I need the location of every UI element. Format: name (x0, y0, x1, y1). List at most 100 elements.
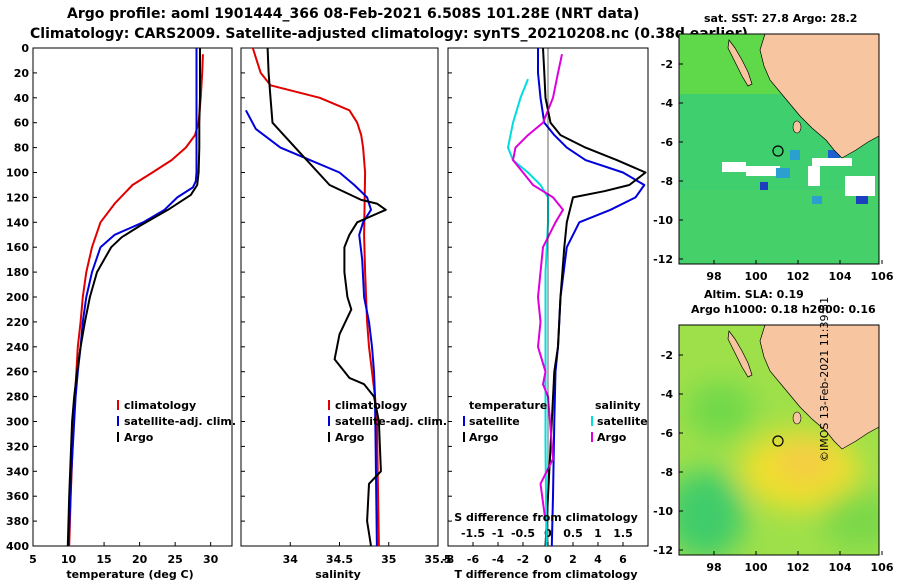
map-y-tick-label: -10 (653, 505, 673, 518)
depth-tick-label: 160 (6, 241, 29, 254)
depth-tick-label: 240 (6, 341, 29, 354)
x-tick-label: 20 (132, 553, 148, 566)
map-y-tick-label: -4 (661, 97, 674, 110)
series-line-t-argo (542, 47, 647, 547)
x-tick-label: 10 (61, 553, 77, 566)
map-y-tick-label: -4 (661, 388, 674, 401)
title-line-1: Argo profile: aoml 1901444_366 08-Feb-20… (67, 6, 640, 22)
map-x-tick-label: 102 (787, 270, 810, 283)
series-line-climatology (251, 47, 380, 547)
s-diff-tick-label: 0.5 (563, 527, 583, 540)
sst-land-sumatra (759, 34, 879, 159)
x-tick-label: -8 (442, 553, 454, 566)
depth-tick-label: 220 (6, 316, 29, 329)
x-tick-label: 35 (381, 553, 396, 566)
series-line-s-argo (512, 53, 564, 522)
imos-credit: ©IMOS 13-Feb-2021 11:39:51 (818, 296, 831, 462)
sla-map-title-1: Altim. SLA: 0.19 (704, 288, 804, 301)
depth-tick-label: 40 (14, 92, 30, 105)
map-y-tick-label: -2 (661, 58, 673, 71)
map-x-tick-label: 98 (706, 270, 721, 283)
sla-land-island (727, 330, 753, 378)
temperature-xlabel: temperature (deg C) (66, 568, 193, 580)
t-diff-xlabel: T difference from climatology (454, 568, 637, 580)
s-diff-tick-label: -0.5 (511, 527, 535, 540)
legend-label-s-satellite: satellite (597, 415, 648, 428)
temperature-panel-frame (32, 47, 233, 547)
s-diff-tick-label: -1.5 (461, 527, 485, 540)
series-line-argo (66, 48, 201, 547)
x-tick-label: -2 (517, 553, 529, 566)
sla-map-title-2: Argo h1000: 0.18 h2000: 0.16 (691, 303, 876, 316)
legend-label-argo: Argo (335, 431, 365, 444)
map-x-tick-label: 104 (829, 270, 852, 283)
map-y-tick-label: -10 (653, 214, 673, 227)
map-x-tick-label: 98 (706, 561, 721, 574)
series-line-s-satellite (507, 78, 549, 547)
salinity-panel-frame (240, 47, 439, 547)
series-line-argo (266, 47, 387, 547)
salinity-legend: climatology satellite-adj. clim. Argo (328, 399, 447, 444)
legend-label-satellite: satellite-adj. clim. (335, 415, 447, 428)
x-tick-label: 0 (544, 553, 552, 566)
depth-tick-label: 300 (6, 416, 29, 429)
s-diff-tick-label: 1.5 (613, 527, 633, 540)
series-line-satellite-adj-clim- (67, 48, 198, 547)
depth-tick-label: 120 (6, 191, 29, 204)
map-y-tick-label: -8 (661, 175, 673, 188)
series-line-satellite-adj-clim- (245, 109, 378, 547)
x-tick-label: 34.5 (326, 553, 353, 566)
x-tick-label: 35.5 (424, 553, 451, 566)
sla-land-islet (792, 411, 802, 425)
legend-label-t-satellite: satellite (469, 415, 520, 428)
depth-tick-label: 320 (6, 440, 29, 453)
legend-label-t-argo: Argo (469, 431, 499, 444)
depth-tick-label: 380 (6, 515, 29, 528)
sst-argo-position-marker (772, 145, 784, 157)
title-line-2: Climatology: CARS2009. Satellite-adjuste… (30, 26, 748, 42)
map-y-tick-label: -8 (661, 466, 673, 479)
x-tick-label: -4 (492, 553, 505, 566)
depth-tick-label: 60 (14, 117, 30, 130)
x-tick-label: 5 (29, 553, 37, 566)
legend-label-satellite: satellite-adj. clim. (124, 415, 236, 428)
map-y-tick-label: -6 (661, 136, 674, 149)
x-tick-label: 2 (569, 553, 577, 566)
depth-tick-label: 400 (6, 540, 29, 553)
depth-tick-label: 80 (14, 142, 30, 155)
map-x-tick-label: 106 (871, 561, 894, 574)
sla-map (679, 325, 879, 555)
map-x-tick-label: 104 (829, 561, 852, 574)
x-tick-label: 4 (594, 553, 602, 566)
sla-map-frame (678, 324, 880, 556)
depth-tick-label: 180 (6, 266, 29, 279)
map-y-tick-label: -2 (661, 349, 673, 362)
sla-land-sumatra (759, 325, 879, 450)
difference-legend: temperature satellite Argo salinity sate… (463, 399, 648, 444)
x-tick-label: 30 (203, 553, 219, 566)
temperature-legend: climatology satellite-adj. clim. Argo (117, 399, 236, 444)
map-y-tick-label: -6 (661, 427, 674, 440)
x-tick-label: 25 (167, 553, 182, 566)
sst-map-title: sat. SST: 27.8 Argo: 28.2 (704, 12, 858, 25)
map-y-tick-label: -12 (653, 253, 673, 266)
sla-argo-position-marker (772, 435, 784, 447)
s-diff-tick-label: -1 (492, 527, 504, 540)
depth-tick-label: 280 (6, 391, 29, 404)
x-tick-label: -6 (467, 553, 480, 566)
depth-tick-label: 260 (6, 366, 29, 379)
x-tick-label: 15 (96, 553, 111, 566)
depth-tick-label: 360 (6, 490, 29, 503)
map-x-tick-label: 100 (745, 270, 768, 283)
depth-tick-label: 20 (14, 67, 30, 80)
depth-tick-label: 340 (6, 465, 29, 478)
depth-tick-label: 140 (6, 216, 29, 229)
sst-south-band (679, 190, 879, 264)
legend-label-climatology: climatology (335, 399, 407, 412)
sst-land-island (727, 39, 753, 87)
depth-tick-label: 200 (6, 291, 29, 304)
s-diff-xlabel: S difference from climatology (454, 511, 638, 524)
sst-land-islet (792, 120, 802, 134)
salinity-xlabel: salinity (315, 568, 361, 580)
